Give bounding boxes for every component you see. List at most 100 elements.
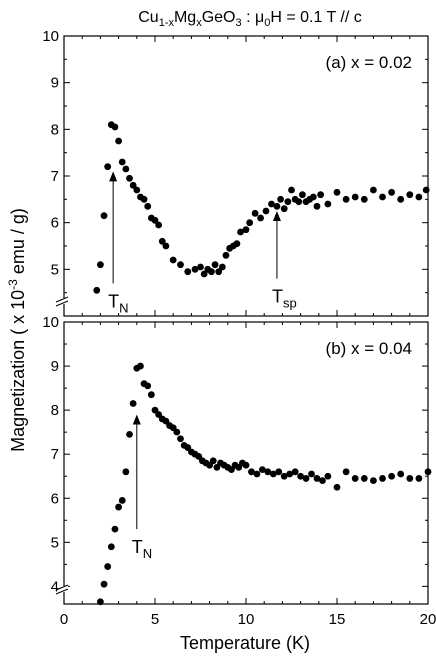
data-point bbox=[288, 186, 295, 194]
data-point bbox=[242, 226, 250, 234]
data-point bbox=[379, 193, 386, 201]
data-point bbox=[93, 286, 101, 294]
data-point bbox=[122, 468, 130, 476]
y-tick-label: 6 bbox=[51, 215, 59, 232]
data-point bbox=[118, 497, 126, 504]
data-point bbox=[233, 240, 241, 248]
data-point bbox=[319, 477, 326, 485]
x-tick-label: 10 bbox=[238, 611, 255, 628]
panels: 5 6 7 8 9 10 (a) x = 0.02 TN Tsp 4 5 6 7 8 9 10 0 5 10 15 20… bbox=[42, 28, 436, 628]
data-point bbox=[215, 268, 223, 276]
data-point bbox=[415, 193, 423, 201]
data-point bbox=[351, 193, 359, 201]
x-tick-label: 5 bbox=[151, 611, 159, 628]
data-point bbox=[295, 198, 303, 206]
data-point bbox=[268, 200, 275, 208]
data-point bbox=[397, 470, 405, 478]
data-point bbox=[242, 461, 250, 469]
data-point bbox=[208, 268, 215, 276]
data-point bbox=[406, 475, 414, 482]
data-point bbox=[200, 270, 208, 278]
data-point bbox=[308, 470, 315, 478]
data-point bbox=[286, 470, 294, 478]
y-tick-label: 4 bbox=[51, 578, 59, 595]
data-point bbox=[262, 207, 270, 215]
data-point bbox=[218, 263, 226, 271]
y-tick-label: 8 bbox=[51, 121, 59, 138]
data-point bbox=[302, 475, 310, 482]
data-point bbox=[388, 472, 395, 480]
data-point bbox=[126, 430, 133, 438]
axis-break-gap bbox=[60, 298, 68, 304]
data-point bbox=[388, 188, 395, 196]
data-point bbox=[177, 261, 184, 269]
data-point bbox=[297, 472, 304, 480]
y-tick-label: 8 bbox=[51, 402, 59, 419]
data-point bbox=[246, 219, 254, 227]
data-point bbox=[137, 362, 144, 370]
data-point bbox=[309, 193, 317, 201]
data-point bbox=[104, 163, 112, 171]
data-point bbox=[284, 198, 292, 206]
data-point bbox=[269, 470, 277, 478]
annotation-arrowhead bbox=[272, 211, 281, 221]
data-point bbox=[370, 477, 377, 485]
y-tick-label: 7 bbox=[51, 168, 59, 185]
data-point bbox=[115, 503, 122, 511]
data-point bbox=[360, 195, 368, 203]
chart-title: Cu1-xMgxGeO3 : μ0H = 0.1 T // c bbox=[138, 9, 362, 29]
axis-break-mark bbox=[55, 588, 69, 595]
x-axis-label: Temperature (K) bbox=[180, 633, 310, 653]
data-point bbox=[248, 468, 255, 476]
y-tick-label: 6 bbox=[51, 490, 59, 507]
y-tick-label: 5 bbox=[51, 261, 59, 278]
data-point bbox=[97, 598, 104, 606]
data-point bbox=[140, 195, 148, 203]
data-point bbox=[415, 475, 423, 482]
data-point bbox=[251, 209, 259, 217]
annotation-arrowhead bbox=[132, 414, 141, 425]
data-point bbox=[342, 468, 350, 476]
data-point bbox=[211, 261, 219, 269]
data-point bbox=[197, 263, 204, 271]
data-point bbox=[257, 214, 264, 222]
data-point bbox=[107, 543, 115, 551]
x-tick-label: 0 bbox=[60, 611, 68, 628]
data-point bbox=[122, 165, 130, 173]
data-point bbox=[253, 470, 261, 478]
data-point bbox=[144, 202, 152, 210]
data-point bbox=[162, 242, 170, 250]
data-point bbox=[333, 483, 341, 491]
y-tick-label: 9 bbox=[51, 358, 59, 375]
data-point bbox=[424, 468, 432, 476]
data-point bbox=[422, 186, 430, 194]
data-point bbox=[177, 435, 184, 443]
plot-frame bbox=[63, 35, 429, 317]
y-tick-label: 7 bbox=[51, 446, 59, 463]
axis-break-mark bbox=[55, 296, 69, 303]
y-tick-label: 5 bbox=[51, 534, 59, 551]
data-point bbox=[144, 382, 152, 390]
data-point bbox=[169, 256, 177, 264]
data-point bbox=[237, 228, 244, 236]
panel-b: 4 5 6 7 8 9 10 0 5 10 15 20 (b) x = 0.04 TN bbox=[42, 314, 436, 628]
data-point bbox=[313, 475, 321, 482]
data-point bbox=[360, 475, 368, 482]
axis-break-mark bbox=[55, 584, 69, 591]
annotation-label-TN: TN bbox=[132, 537, 152, 561]
data-point bbox=[406, 191, 414, 199]
panel-label: (a) x = 0.02 bbox=[326, 53, 412, 72]
annotation-arrowhead bbox=[109, 171, 118, 182]
data-point bbox=[158, 237, 166, 245]
data-point bbox=[173, 428, 181, 436]
data-point bbox=[209, 457, 217, 465]
data-point bbox=[317, 191, 325, 199]
data-point bbox=[129, 400, 137, 407]
data-point bbox=[129, 181, 137, 189]
data-point bbox=[313, 202, 321, 210]
x-tick-label: 15 bbox=[329, 611, 346, 628]
data-point bbox=[291, 468, 299, 476]
data-point bbox=[147, 391, 155, 399]
data-point bbox=[111, 525, 119, 533]
data-point bbox=[324, 472, 332, 480]
